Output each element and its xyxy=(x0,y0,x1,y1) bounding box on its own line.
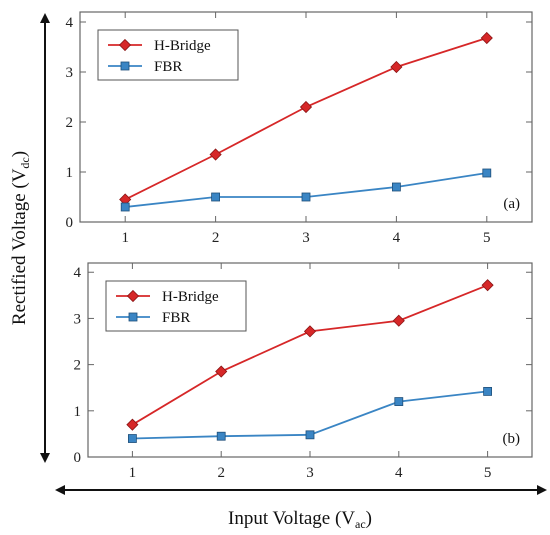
y-tick-label: 1 xyxy=(66,165,74,181)
legend-box-a xyxy=(97,29,239,81)
x-axis-title: Input Voltage (Vac) xyxy=(228,508,372,531)
x-axis-title-subscript: ac xyxy=(355,517,366,531)
y-tick-label: 3 xyxy=(74,311,82,327)
x-axis-title-close: ) xyxy=(366,508,372,529)
y-tick-label: 2 xyxy=(66,115,74,131)
y-axis-title: Rectified Voltage (Vdc) xyxy=(9,151,32,325)
x-tick-label: 3 xyxy=(306,465,314,481)
panel-label-b: (b) xyxy=(503,431,521,447)
legend-marker-fbr xyxy=(128,312,138,322)
data-point-h-bridge xyxy=(126,418,139,431)
data-point-h-bridge xyxy=(480,31,493,45)
y-tick-label: 4 xyxy=(66,15,74,31)
data-point-h-bridge xyxy=(209,148,222,161)
x-tick-label: 5 xyxy=(483,230,491,246)
legend-label-h-bridge: H-Bridge xyxy=(162,289,219,305)
x-tick-label: 2 xyxy=(212,230,220,246)
legend-box-b xyxy=(105,280,247,332)
data-point-fbr xyxy=(216,431,226,441)
data-point-fbr xyxy=(301,192,311,202)
data-point-fbr xyxy=(483,387,493,396)
data-point-h-bridge xyxy=(299,100,313,114)
y-tick-label: 3 xyxy=(66,65,74,81)
x-tick-label: 2 xyxy=(217,465,225,481)
data-point-h-bridge xyxy=(303,325,317,338)
data-point-fbr xyxy=(482,168,492,178)
legend-marker-h-bridge xyxy=(118,38,132,52)
legend-marker-fbr xyxy=(120,61,130,71)
x-axis-title-main: Input Voltage (V xyxy=(228,508,355,529)
y-tick-label: 0 xyxy=(66,215,74,231)
data-point-fbr xyxy=(394,397,404,406)
legend-label-fbr: FBR xyxy=(154,59,182,75)
legend-label-fbr: FBR xyxy=(162,310,190,326)
data-point-h-bridge xyxy=(392,314,405,327)
x-tick-label: 4 xyxy=(393,230,401,246)
y-tick-label: 0 xyxy=(74,450,82,466)
data-point-fbr xyxy=(127,434,137,443)
data-point-fbr xyxy=(211,192,221,202)
data-point-fbr xyxy=(305,430,315,440)
y-axis-title-main: Rectified Voltage (V xyxy=(9,168,30,325)
x-tick-label: 4 xyxy=(395,465,403,481)
legend-label-h-bridge: H-Bridge xyxy=(154,38,211,54)
legend-marker-h-bridge xyxy=(126,289,140,303)
y-axis-title-close: ) xyxy=(9,151,30,157)
data-point-fbr xyxy=(120,202,130,212)
data-point-h-bridge xyxy=(481,279,494,292)
x-tick-label: 5 xyxy=(484,465,492,481)
y-tick-label: 2 xyxy=(74,358,82,374)
y-tick-label: 4 xyxy=(74,265,82,281)
data-point-fbr xyxy=(391,182,401,192)
y-tick-label: 1 xyxy=(74,404,82,420)
panel-label-a: (a) xyxy=(503,196,520,212)
chart-panel-b: 0 1 2 3 4 1 2 3 4 5 H-Bridge FBR (b) xyxy=(74,262,533,481)
data-point-h-bridge xyxy=(215,365,228,378)
y-axis-title-subscript: dc xyxy=(18,157,32,168)
chart-panel-a: 0 1 2 3 4 1 2 3 4 5 H-Bridge FBR (a) xyxy=(66,11,533,246)
data-point-h-bridge xyxy=(390,60,403,74)
x-tick-label: 3 xyxy=(302,230,310,246)
x-tick-label: 1 xyxy=(121,230,129,246)
x-tick-label: 1 xyxy=(129,465,137,481)
